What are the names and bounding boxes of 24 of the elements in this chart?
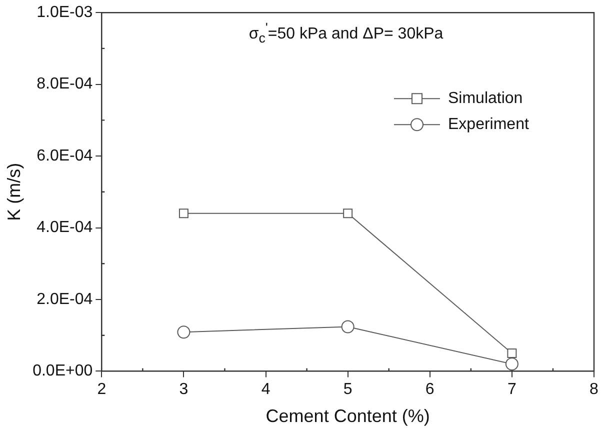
point [177, 326, 190, 339]
y-axis-title: K (m/s) [4, 162, 24, 221]
x-tick-label: 2 [97, 381, 106, 398]
x-tick-label: 5 [343, 381, 352, 398]
x-axis-title: Cement Content (%) [266, 406, 430, 426]
y-tick-label: 6.0E-04 [36, 147, 93, 164]
point [505, 358, 518, 371]
x-tick-label: 3 [179, 381, 188, 398]
x-tick-label: 4 [261, 381, 270, 398]
point [178, 208, 188, 218]
y-tick-label: 0.0E+00 [32, 362, 93, 380]
x-tick-label: 8 [590, 381, 599, 398]
point [507, 348, 517, 358]
y-tick-label: 8.0E-04 [36, 76, 93, 93]
y-tick-label: 1.0E-03 [36, 4, 93, 22]
y-tick-label: 4.0E-04 [36, 219, 93, 236]
point [343, 208, 353, 218]
annotation: σ$_{c}$$^{'}$=50 kPa and ΔP= 30kPa [248, 20, 444, 46]
legend-label: Experiment [448, 116, 530, 134]
point [341, 320, 354, 334]
x-tick-label: 6 [425, 381, 434, 398]
y-tick-label: 2.0E-04 [36, 290, 93, 308]
legend-label: Simulation [448, 90, 523, 108]
x-tick-label: 7 [507, 381, 516, 398]
